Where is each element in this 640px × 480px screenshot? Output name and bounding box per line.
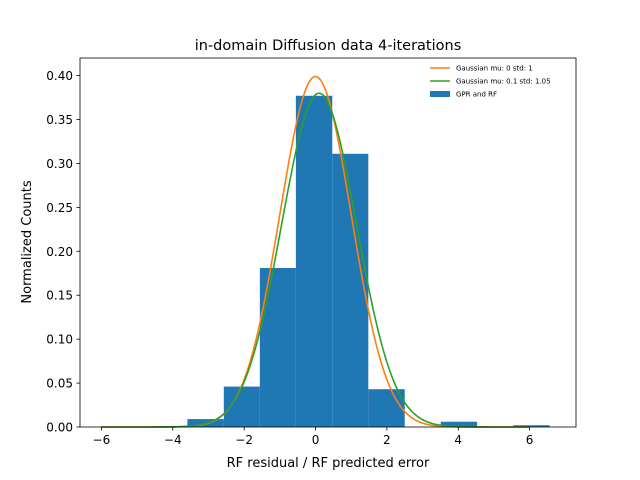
histogram-bar [295,95,333,428]
legend-label: GPR and RF [456,91,497,99]
y-tick-label: 0.35 [46,113,73,127]
histogram-bar [440,421,478,427]
x-axis-label: RF residual / RF predicted error [227,456,430,471]
legend-box [426,59,572,102]
histogram-bar [259,267,296,427]
x-tick-label: 0 [312,433,320,447]
histogram-bars [187,95,550,428]
y-tick-label: 0.00 [46,421,73,435]
y-tick-label: 0.20 [46,245,73,259]
histogram-bar [368,389,405,427]
x-tick-label: −2 [235,433,253,447]
y-tick-label: 0.10 [46,333,73,347]
y-tick-label: 0.40 [46,69,73,83]
x-tick-label: 6 [526,433,534,447]
legend-label: Gaussian mu: 0.1 std: 1.05 [456,78,551,86]
histogram-bar [332,153,369,427]
x-tick-label: −4 [164,433,182,447]
chart-title: in-domain Diffusion data 4-iterations [195,38,462,54]
y-axis-label: Normalized Counts [20,180,35,303]
x-axis-ticks: −6 −4 −2 0 2 4 6 [93,427,534,447]
y-tick-label: 0.25 [46,201,73,215]
histogram-bar [513,425,550,427]
y-axis-ticks: 0.00 0.05 0.10 0.15 0.20 0.25 0.30 0.35 0.40 [46,69,80,435]
legend: Gaussian mu: 0 std: 1 Gaussian mu: 0.1 st… [426,59,572,102]
axes-frame [79,57,577,428]
y-tick-label: 0.30 [46,157,73,171]
x-tick-label: 4 [454,433,462,447]
x-tick-label: 2 [383,433,391,447]
y-tick-label: 0.05 [46,377,73,391]
x-tick-label: −6 [93,433,111,447]
legend-label: Gaussian mu: 0 std: 1 [456,65,533,73]
histogram-bar [223,386,260,427]
legend-swatch-bar [430,91,450,97]
y-tick-label: 0.15 [46,289,73,303]
